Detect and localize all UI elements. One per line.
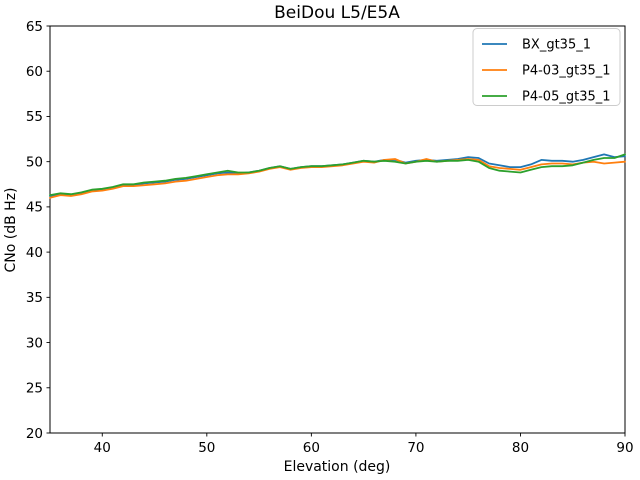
y-tick-label: 30 [26,335,43,351]
x-tick-label: 60 [303,440,320,456]
legend-item-label: P4-03_gt35_1 [522,64,611,79]
x-tick-label: 80 [512,440,529,456]
y-tick-label: 60 [26,64,43,80]
plot-frame [49,25,626,434]
y-tick-label: 40 [26,245,43,261]
legend-box [472,28,621,106]
x-tick-label: 40 [94,440,111,456]
x-axis-label: Elevation (deg) [284,459,391,475]
series-line-BX_gt35_1 [49,153,626,197]
y-tick-label: 35 [26,290,43,306]
x-tick-label: 50 [198,440,215,456]
chart-title: BeiDou L5/E5A [274,3,400,23]
y-tick-label: 50 [26,154,43,170]
legend-item-label: P4-05_gt35_1 [522,90,611,105]
y-tick-label: 20 [26,426,43,442]
series-line-P4-05_gt35_1 [49,153,626,197]
y-tick-label: 55 [26,109,43,125]
y-tick-label: 45 [26,200,43,216]
x-tick-label: 70 [407,440,424,456]
legend-item-label: BX_gt35_1 [522,38,591,53]
y-tick-label: 25 [26,381,43,397]
y-axis-label: CNo (dB Hz) [3,187,19,272]
y-tick-label: 65 [26,19,43,35]
x-tick-label: 90 [616,440,633,456]
